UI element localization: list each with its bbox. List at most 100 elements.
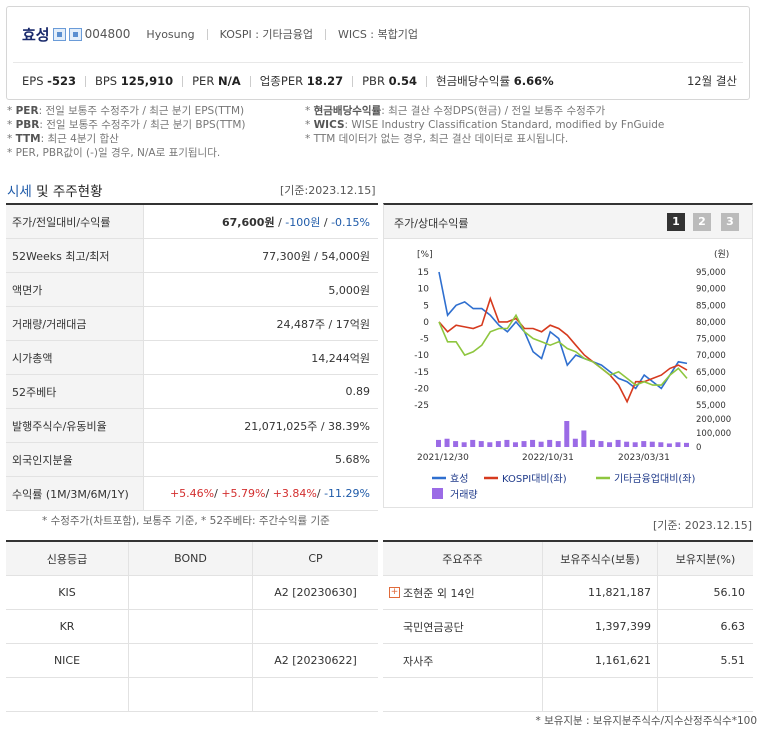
row-value: 24,487주 / 17억원 [276,317,370,331]
rating-agency [6,678,129,711]
volume-bar [547,439,553,447]
note-ttm: * TTM: 최근 4분기 합산 [7,133,119,145]
note-ttm-missing: * TTM 데이터가 없는 경우, 최근 결산 데이터로 표시됩니다. [305,133,569,145]
right-axis-unit: (원) [714,249,729,260]
left-tick-label: 15 [418,268,429,278]
left-tick-label: -5 [420,335,429,345]
left-tick-label: 5 [423,301,429,311]
expand-icon[interactable]: + [389,587,400,598]
volume-bar [436,439,441,447]
bond-rating [129,644,253,677]
english-name: Hyosung [146,27,195,41]
volume-bar [666,443,672,447]
note-dividend: * 현금배당수익률: 최근 결산 수정DPS(현금) / 전일 보통주 수정주가 [305,105,606,117]
chart-page-1-button[interactable]: 1 [667,213,685,231]
note-wics: * WICS: WISE Industry Classification Sta… [305,119,665,131]
rating-agency: KR [6,610,129,643]
table-row: 국민연금공단 1,397,399 6.63 [383,610,753,644]
legend-label: KOSPI대비(좌) [502,473,567,485]
volume-bar [521,441,527,447]
metric-pbr: PBR 0.54 [362,74,417,88]
holder-pct: 5.51 [720,654,746,667]
volume-tick-label: 100,000 [696,429,731,439]
chart-date: [기준: 2023.12.15] [653,519,753,532]
metric-dividend-yield: 현금배당수익률 6.66% [435,74,554,88]
volume-bar [512,442,518,447]
table-row: 52Weeks 최고/최저 77,300원 / 54,000원 [6,239,378,273]
price-table-note: * 수정주가(차트포함), 보통주 기준, * 52주베타: 주간수익률 기준 [42,515,330,527]
col-header-rating: 신용등급 [6,542,129,575]
table-row: 주가/전일대비/수익률 67,600원 / -100원 / -0.15% [6,205,378,239]
volume-bar [649,441,655,447]
holder-pct: 6.63 [720,620,746,633]
chart-page-3-button[interactable]: 3 [721,213,739,231]
row-label: 수익률 (1M/3M/6M/1Y) [6,477,144,510]
table-header-row: 주요주주 보유주식수(보통) 보유지분(%) [383,542,753,576]
legend-swatch [432,488,443,499]
row-label: 액면가 [6,273,144,306]
table-row: KR [6,610,378,644]
table-row: 수익률 (1M/3M/6M/1Y) +5.46%/ +5.79%/ +3.84%… [6,477,378,511]
legend-label: 거래량 [450,489,478,501]
right-tick-label: 80,000 [696,318,726,328]
right-tick-label: 60,000 [696,384,726,394]
row-value: 14,244억원 [311,351,370,365]
ir-icon[interactable] [68,27,82,41]
holder-name: 자사주 [383,644,543,677]
volume-bar [598,441,604,447]
chart-page-2-button[interactable]: 2 [693,213,711,231]
volume-bar [624,441,630,447]
left-tick-label: -10 [414,351,429,361]
table-row: 시가총액 14,244억원 [6,341,378,375]
right-tick-label: 90,000 [696,285,726,295]
bond-rating [129,610,253,643]
volume-bar [478,441,484,447]
row-label: 52주베타 [6,375,144,408]
volume-bar [495,441,501,447]
chart-title: 주가/상대수익률 [394,217,469,230]
row-value: 0.89 [345,385,371,398]
left-tick-label: 0 [423,318,429,328]
major-holders-table: 주요주주 보유주식수(보통) 보유지분(%) + 조현준 외 14인 11,821… [383,540,753,712]
holder-shares: 11,821,187 [543,576,658,609]
note-negative: * PER, PBR값이 (-)일 경우, N/A로 표기됩니다. [7,147,221,159]
kospi-sector: KOSPI : 기타금융업 [219,28,314,41]
company-title-row: 효성 004800 Hyosung KOSPI : 기타금융업 WICS : 복… [22,24,418,44]
home-icon[interactable] [52,27,66,41]
row-label: 52Weeks 최고/최저 [6,239,144,272]
stock-code: 004800 [84,27,131,41]
chart-panel: 주가/상대수익률 1 2 3 [%] (원) 15 10 5 0 -5 -10 -15 -20 -2… [383,203,753,508]
volume-bar [589,439,595,447]
section-title: 시세 및 주주현황 [7,184,103,200]
holder-shares [543,678,658,711]
metric-eps: EPS -523 [22,74,76,88]
price-relative-return-chart: [%] (원) 15 10 5 0 -5 -10 -15 -20 -25 95,000 90,000 85… [414,249,731,501]
volume-bar [632,442,638,447]
holders-note: * 보유지분 : 보유지분주식수/지수산정주식수*100 [535,715,757,727]
right-tick-label: 65,000 [696,368,726,378]
chart-header: 주가/상대수익률 1 2 3 [384,205,752,239]
row-label: 주가/전일대비/수익률 [6,205,144,238]
key-metrics: EPS -523 BPS 125,910 PER N/A 업종PER 18.27… [22,73,554,89]
volume-bar [504,439,510,447]
row-label: 발행주식수/유동비율 [6,409,144,442]
table-row: 외국인지분율 5.68% [6,443,378,477]
row-value: 67,600원 / -100원 / -0.15% [222,215,370,229]
volume-bar [581,430,587,447]
volume-bar [607,442,613,447]
volume-bar [461,442,467,447]
legend-label: 기타금융업대비(좌) [614,472,696,485]
holder-pct: 56.10 [713,586,746,599]
company-meta: Hyosung KOSPI : 기타금융업 WICS : 복합기업 [146,26,418,42]
col-header-shares: 보유주식수(보통) [543,542,658,575]
series-line [438,271,688,390]
company-header-card: 효성 004800 Hyosung KOSPI : 기타금융업 WICS : 복… [6,6,750,100]
volume-tick-label: 0 [696,443,701,453]
volume-bar [675,442,681,447]
volume-bar [453,441,459,447]
note-per: * PER: 전일 보통주 수정주가 / 최근 분기 EPS(TTM) [7,105,245,117]
metric-bps: BPS 125,910 [94,74,174,88]
volume-bar [564,421,570,447]
right-tick-label: 85,000 [696,301,726,311]
col-header-holder: 주요주주 [383,542,543,575]
